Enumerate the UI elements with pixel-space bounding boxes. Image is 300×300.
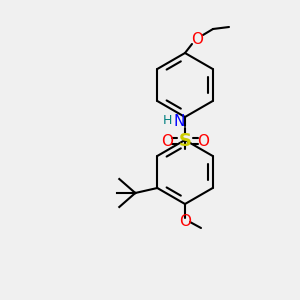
Text: S: S bbox=[178, 132, 191, 150]
Text: O: O bbox=[197, 134, 209, 148]
Text: O: O bbox=[191, 32, 203, 46]
Text: O: O bbox=[179, 214, 191, 229]
Text: N: N bbox=[173, 113, 185, 128]
Text: O: O bbox=[161, 134, 173, 148]
Text: H: H bbox=[162, 115, 172, 128]
